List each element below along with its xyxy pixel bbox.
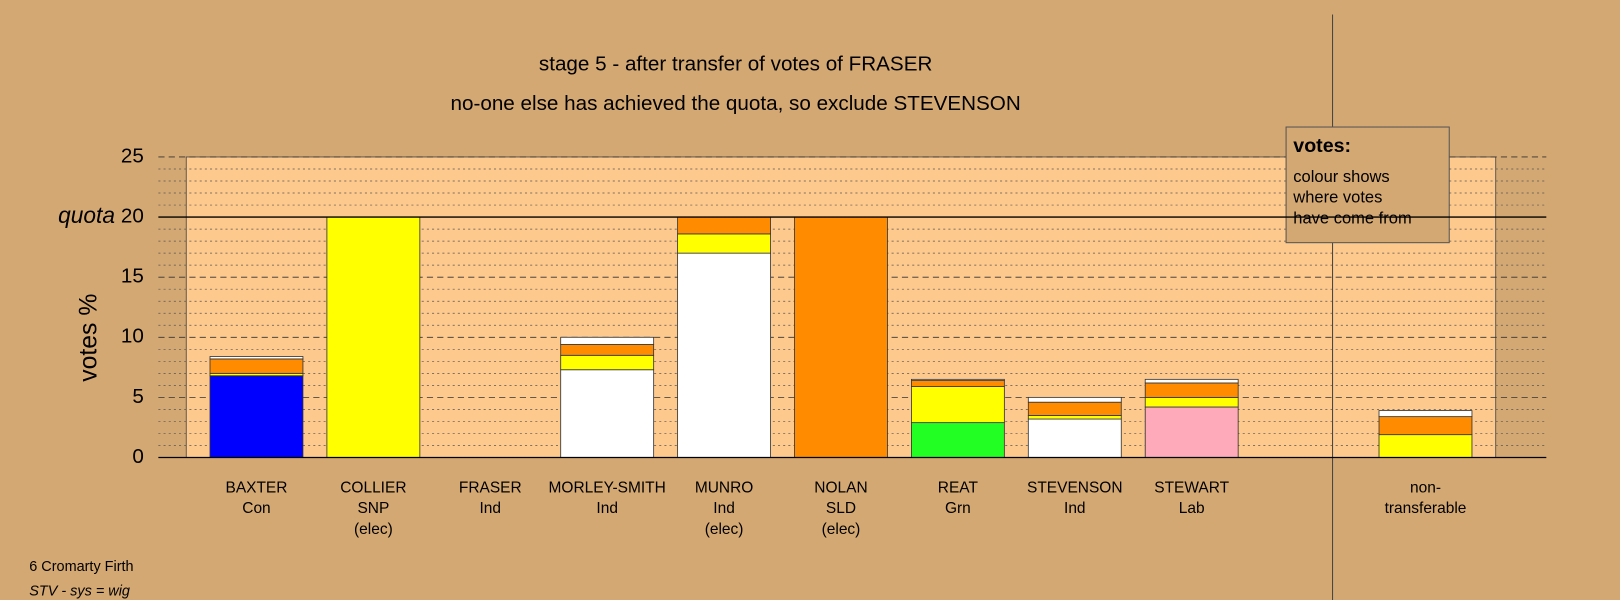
bar-segment <box>1378 416 1473 436</box>
x-tick-label: Ind <box>713 500 735 517</box>
x-tick-label: transferable <box>1385 500 1467 517</box>
x-tick-label: (elec) <box>822 521 861 538</box>
bar-segment <box>560 369 655 458</box>
bar-segment <box>560 336 655 345</box>
x-tick-label: SLD <box>826 500 856 517</box>
x-tick-label: (elec) <box>705 521 744 538</box>
bar-segment <box>1144 406 1239 458</box>
quota-label: quota <box>58 202 115 228</box>
legend-box <box>1285 126 1450 244</box>
bar-segment <box>794 216 888 458</box>
bar-segment <box>209 356 304 360</box>
note: STV - sys = wig <box>29 584 130 600</box>
x-tick-label: Grn <box>945 500 971 517</box>
x-tick-label: MUNRO <box>695 480 754 497</box>
legend-title: votes: <box>1293 135 1351 157</box>
y-tick-label: 15 <box>121 265 144 288</box>
bar-segment <box>910 380 1005 387</box>
x-tick-label: BAXTER <box>225 480 287 497</box>
bar-segment <box>1027 418 1122 458</box>
labels: 0 5 10 15 20 25 quota BAXTER Con COLLIER SNP (elec)… <box>58 144 1547 538</box>
x-tick-label: Lab <box>1179 500 1205 517</box>
x-tick-label: Con <box>242 500 270 517</box>
legend-text: have come from <box>1293 208 1411 227</box>
x-tick-label: Ind <box>1064 500 1086 517</box>
bar-segment <box>1144 382 1239 398</box>
bar-segment <box>560 354 655 371</box>
bar-segment <box>209 358 304 374</box>
bar-segment <box>677 216 771 235</box>
bar-segment <box>1027 415 1122 420</box>
x-tick-label: REAT <box>938 480 979 497</box>
y-tick-label: 25 <box>121 144 144 167</box>
bar-segment <box>1144 396 1239 408</box>
x-tick-label: FRASER <box>459 480 522 497</box>
x-tick-label: Ind <box>480 500 502 517</box>
note: 6 Cromarty Firth <box>29 559 133 575</box>
bar-segment <box>209 375 304 458</box>
chart-subtitle: no-one else has achieved the quota, so e… <box>451 92 1021 115</box>
y-tick-label: 5 <box>132 385 143 408</box>
x-tick-label: SNP <box>357 500 389 517</box>
legend: votes: colour shows where votes have com… <box>1285 126 1450 244</box>
y-tick-label: 0 <box>132 445 143 468</box>
bar-segment <box>1378 410 1473 418</box>
bar-segment <box>910 386 1005 424</box>
bar-segment <box>1027 396 1122 403</box>
x-tick-label: non- <box>1410 480 1441 497</box>
chart-title: stage 5 - after transfer of votes of FRA… <box>539 53 932 76</box>
legend-text: where votes <box>1292 188 1382 207</box>
legend-text: colour shows <box>1293 167 1389 186</box>
bar-segment <box>1027 401 1122 416</box>
x-tick-label: Ind <box>596 500 618 517</box>
bar-segment <box>677 252 771 458</box>
bar-segment <box>677 233 771 254</box>
x-tick-label: STEVENSON <box>1027 480 1123 497</box>
x-tick-label: MORLEY-SMITH <box>549 480 666 497</box>
bar-segment <box>1378 434 1473 458</box>
bar-segment <box>326 216 421 458</box>
y-axis-label: votes % <box>76 294 103 382</box>
bar-segment <box>910 378 1005 381</box>
bars <box>209 216 1473 458</box>
x-tick-label: NOLAN <box>814 480 867 497</box>
bar-segment <box>910 422 1005 458</box>
bar-segment <box>1144 378 1239 384</box>
x-tick-label: STEWART <box>1154 480 1229 497</box>
y-tick-label: 20 <box>121 205 144 228</box>
x-tick-label: (elec) <box>354 521 393 538</box>
y-tick-label: 10 <box>121 325 144 348</box>
x-tick-label: COLLIER <box>340 480 406 497</box>
bar-segment <box>560 344 655 356</box>
